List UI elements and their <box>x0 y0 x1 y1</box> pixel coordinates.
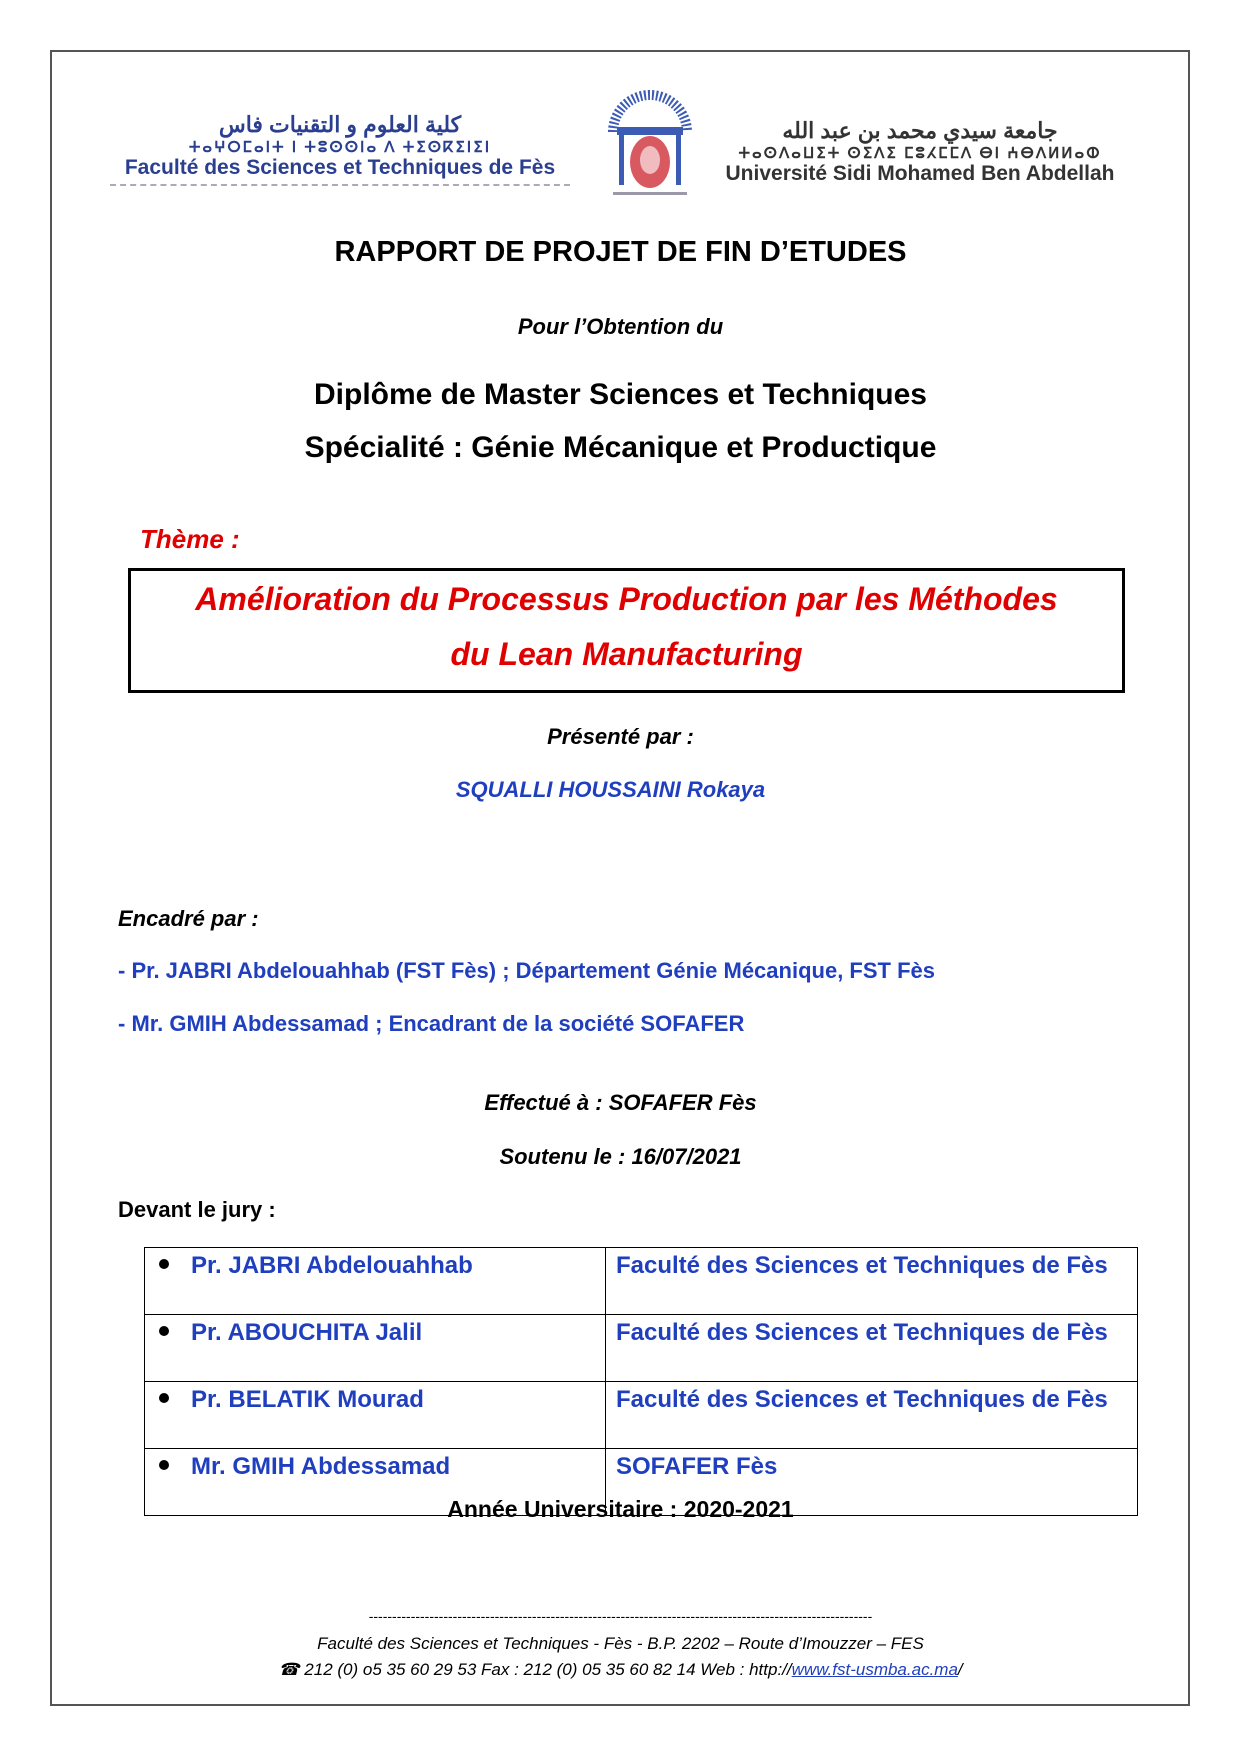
table-row: Pr. BELATIK Mourad Faculté des Sciences e… <box>144 1381 1138 1449</box>
usmba-logo: جامعة سيدي محمد بن عبد الله ⵜⴰⵙⴷⴰⵡⵉⵜ ⵙⵉⴷ… <box>725 118 1115 186</box>
bullet-icon <box>159 1326 169 1336</box>
usmba-french: Université Sidi Mohamed Ben Abdellah <box>725 162 1115 185</box>
table-row: Mr. GMIH Abdessamad SOFAFER Fès <box>144 1448 1138 1516</box>
usmba-tifinagh: ⵜⴰⵙⴷⴰⵡⵉⵜ ⵙⵉⴷⵉ ⵎⵓⵃⵎⵎⴷ ⴱⵏ ⵄⴱⴷⵍⵍⴰⵀ <box>738 145 1102 162</box>
report-title: RAPPORT DE PROJET DE FIN D’ETUDES <box>334 236 907 268</box>
jury-name: Mr. GMIH Abdessamad <box>191 1453 451 1480</box>
website-link[interactable]: www.fst-usmba.ac.ma <box>791 1660 958 1679</box>
jury-table: Pr. JABRI Abdelouahhab Faculté des Scienc… <box>144 1247 1138 1516</box>
footer-rule: ----------------------------------------… <box>368 1608 873 1624</box>
fst-arabic: كلية العلوم و التقنيات فاس <box>218 112 462 137</box>
university-seal-icon <box>608 90 692 195</box>
fst-tifinagh: ⵜⴰⵖⵔⵎⴰⵏⵜ ⵏ ⵜⵓⵙⵙⵏⴰ ⴷ ⵜⵉⵙⴽⵉⵏⵉⵏ <box>188 139 492 156</box>
jury-affiliation: Faculté des Sciences et Techniques de Fè… <box>605 1381 1138 1449</box>
speciality: Spécialité : Génie Mécanique et Producti… <box>304 431 937 464</box>
jury-affiliation: Faculté des Sciences et Techniques de Fè… <box>605 1247 1138 1315</box>
url-suffix: / <box>957 1660 963 1679</box>
fst-rule <box>110 184 570 186</box>
bullet-icon <box>159 1460 169 1470</box>
footer-address: Faculté des Sciences et Techniques - Fès… <box>317 1634 924 1653</box>
footer-contact-text: 212 (0) o5 35 60 29 53 Fax : 212 (0) 05 … <box>304 1660 792 1679</box>
fst-logo: كلية العلوم و التقنيات فاس ⵜⴰⵖⵔⵎⴰⵏⵜ ⵏ ⵜⵓ… <box>110 112 570 186</box>
jury-label: Devant le jury : <box>118 1197 276 1222</box>
page-border <box>50 50 1190 1706</box>
jury-name: Pr. JABRI Abdelouahhab <box>191 1252 473 1279</box>
defense-date: Soutenu le : 16/07/2021 <box>499 1144 742 1169</box>
jury-affiliation: SOFAFER Fès <box>605 1448 1138 1516</box>
table-row: Pr. JABRI Abdelouahhab Faculté des Scienc… <box>144 1247 1138 1315</box>
presented-label: Présenté par : <box>547 724 694 749</box>
usmba-arabic: جامعة سيدي محمد بن عبد الله <box>782 118 1058 143</box>
theme-line-2: du Lean Manufacturing <box>450 636 803 672</box>
bullet-icon <box>159 1393 169 1403</box>
theme-label: Thème : <box>140 524 240 554</box>
student-name: SQUALLI HOUSSAINI Rokaya <box>455 777 766 802</box>
done-at: Effectué à : SOFAFER Fès <box>484 1090 757 1115</box>
theme-box: Amélioration du Processus Production par… <box>128 568 1125 693</box>
supervised-label: Encadré par : <box>118 906 259 931</box>
fst-french: Faculté des Sciences et Techniques de Fè… <box>124 156 556 179</box>
footer-contact: ☎ 212 (0) o5 35 60 29 53 Fax : 212 (0) 0… <box>0 1660 1241 1680</box>
supervisor-1: - Pr. JABRI Abdelouahhab (FST Fès) ; Dép… <box>118 958 935 983</box>
theme-line-1: Amélioration du Processus Production par… <box>195 581 1058 617</box>
bullet-icon <box>159 1259 169 1269</box>
jury-name: Pr. BELATIK Mourad <box>191 1386 424 1413</box>
subtitle: Pour l’Obtention du <box>517 314 724 339</box>
jury-name: Pr. ABOUCHITA Jalil <box>191 1319 423 1346</box>
table-row: Pr. ABOUCHITA Jalil Faculté des Sciences … <box>144 1314 1138 1382</box>
jury-affiliation: Faculté des Sciences et Techniques de Fè… <box>605 1314 1138 1382</box>
supervisor-2: - Mr. GMIH Abdessamad ; Encadrant de la … <box>118 1011 745 1036</box>
academic-year: Année Universitaire : 2020-2021 <box>447 1496 794 1522</box>
telephone-icon: ☎ <box>278 1660 300 1679</box>
degree: Diplôme de Master Sciences et Techniques <box>314 378 927 411</box>
